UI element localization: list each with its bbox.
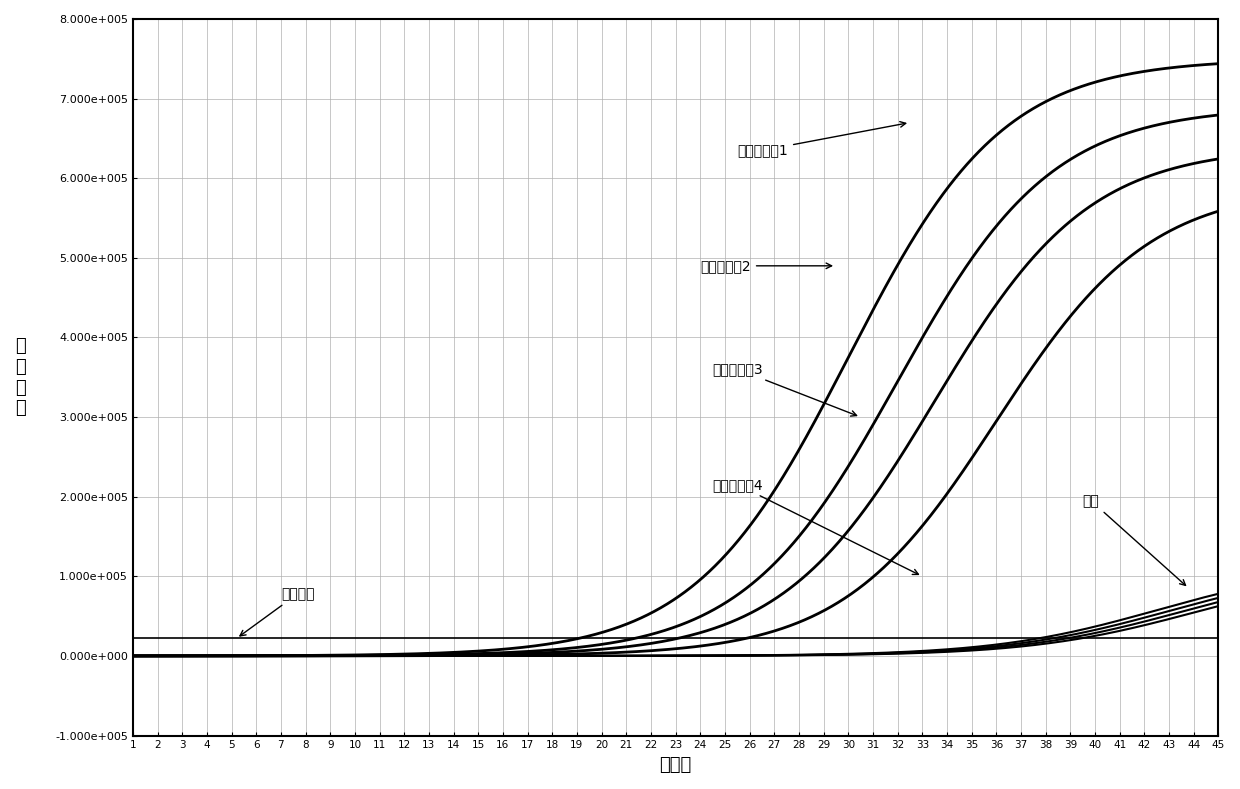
X-axis label: 循环数: 循环数	[660, 756, 692, 774]
Text: 荧光阈值: 荧光阈值	[241, 587, 315, 636]
Text: 定量参考品1: 定量参考品1	[738, 122, 905, 157]
Text: 定量参考品3: 定量参考品3	[713, 362, 857, 416]
Y-axis label: 荧
光
强
度: 荧 光 强 度	[15, 337, 26, 417]
Text: 内标: 内标	[1083, 494, 1185, 585]
Text: 定量参考品4: 定量参考品4	[713, 478, 919, 574]
Text: 定量参考品2: 定量参考品2	[701, 259, 832, 273]
